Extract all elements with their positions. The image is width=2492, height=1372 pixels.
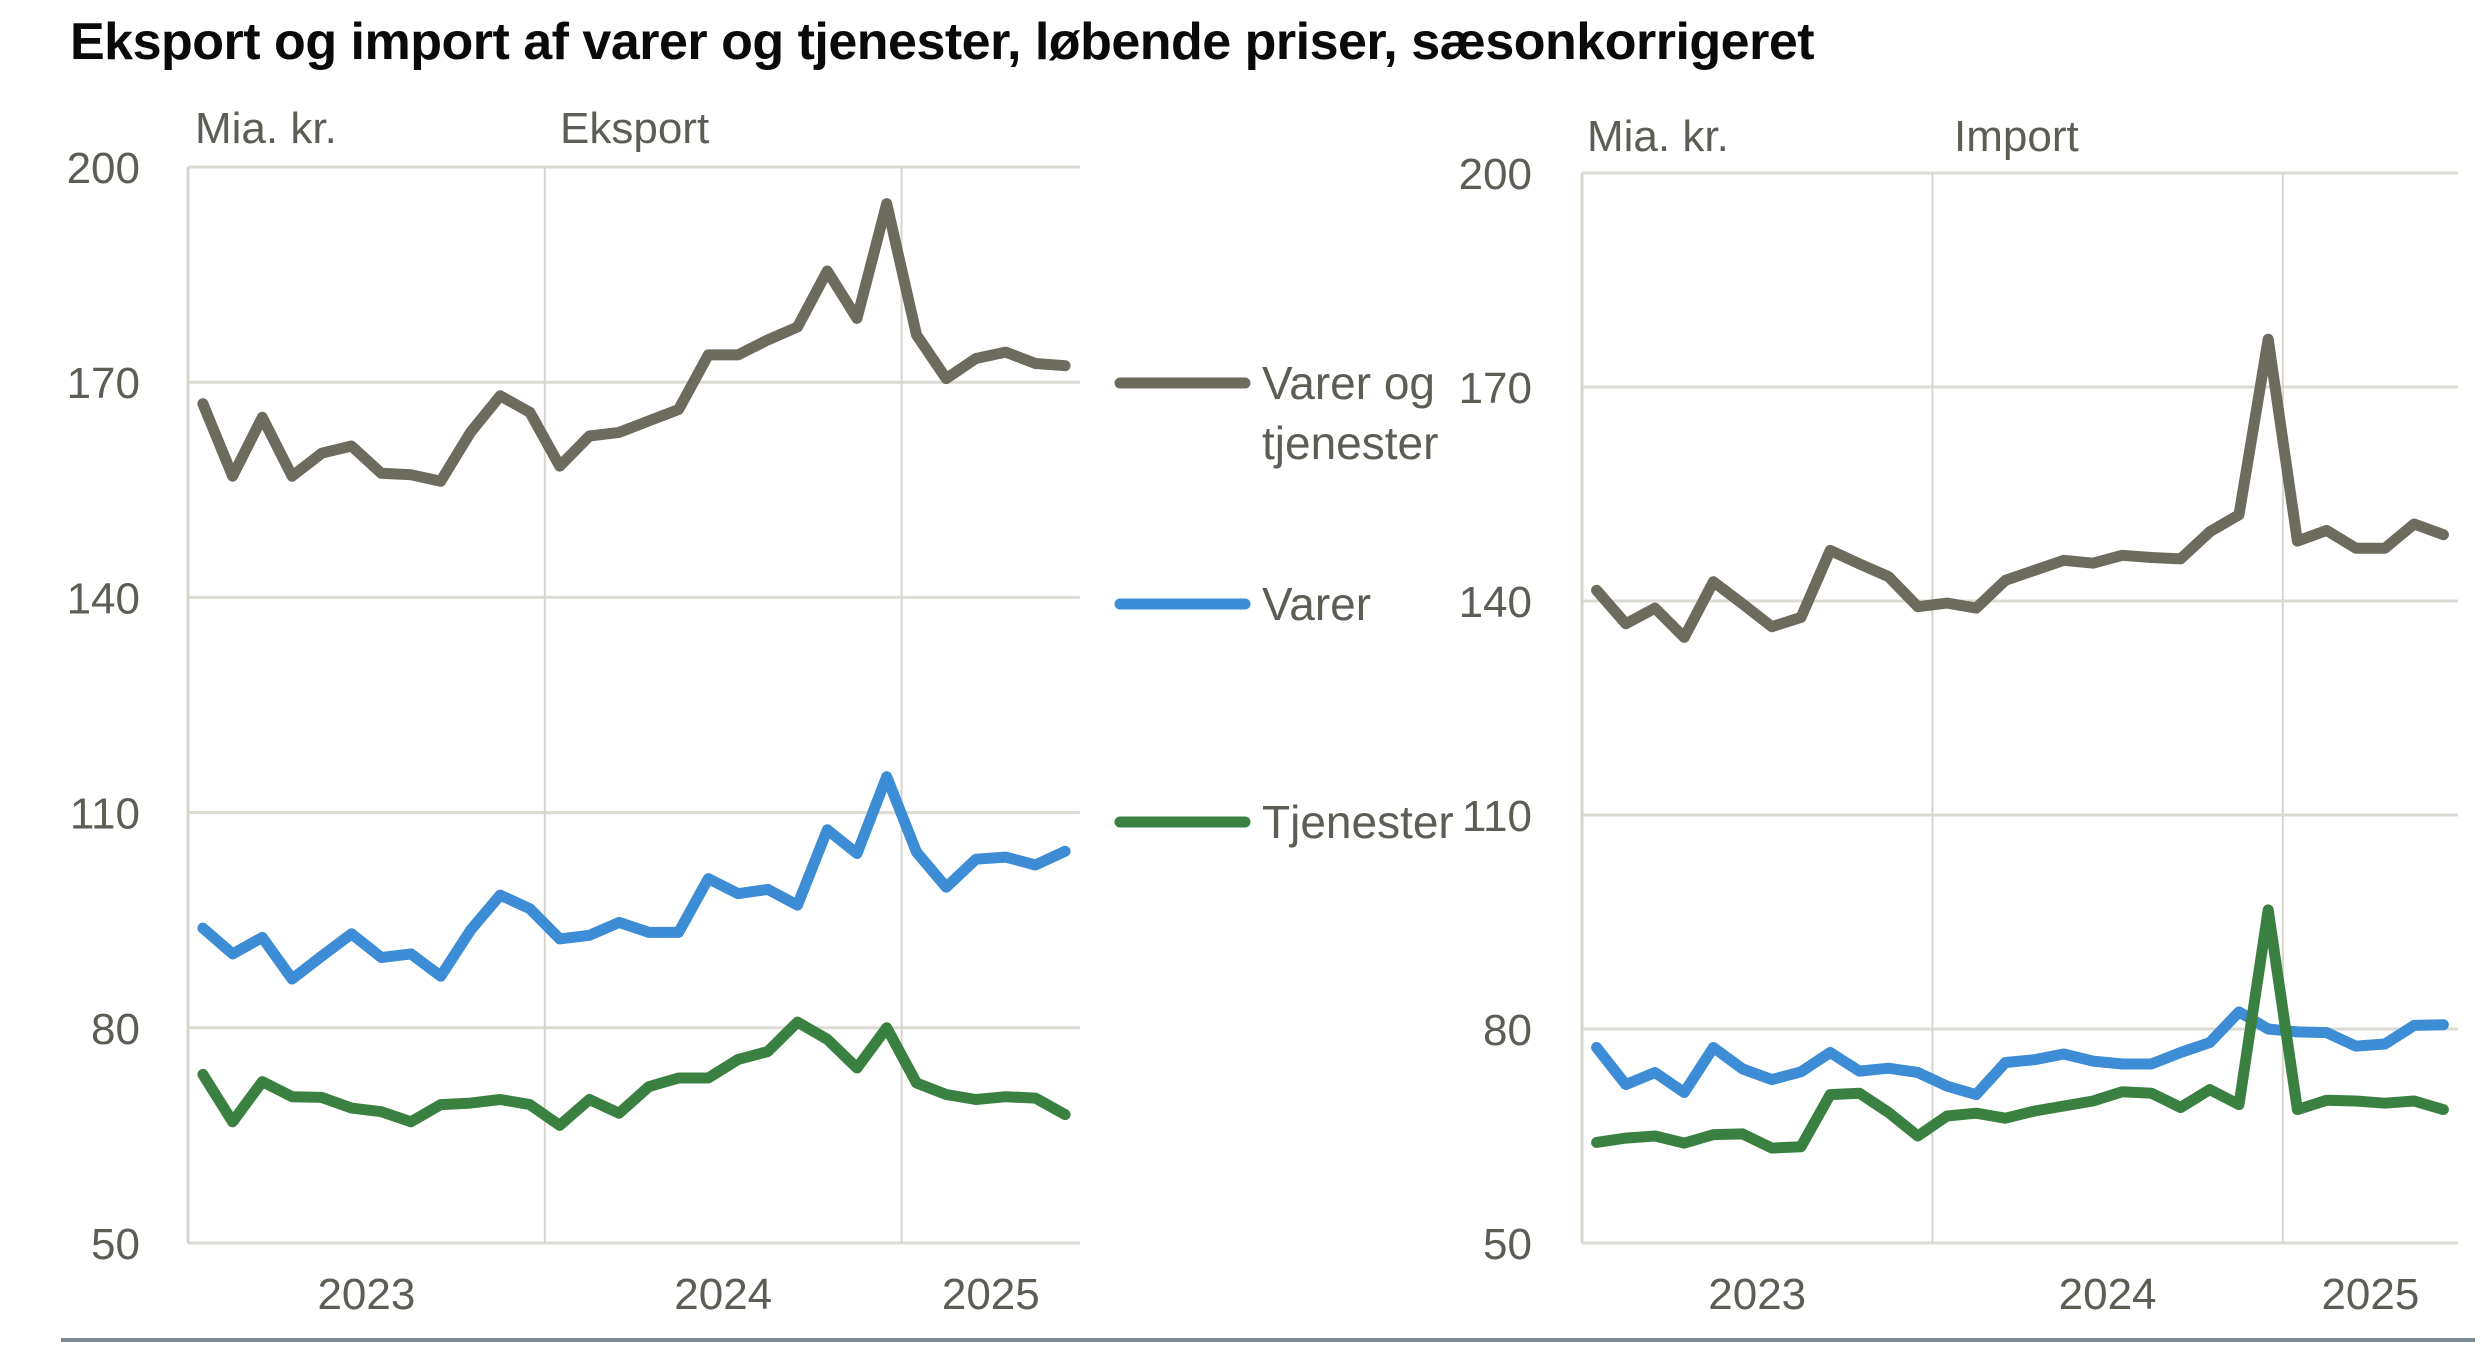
series-line-varer-og-tjenester [1591,333,2449,643]
series-line-tjenester [197,1016,1071,1131]
x-tick-label: 2025 [942,1270,1040,1319]
y-tick-label: 170 [67,359,140,408]
legend-label: tjenester [1262,417,1438,469]
legend-label: Varer og [1262,357,1435,409]
y-tick-label: 50 [1483,1220,1532,1269]
y-tick-label: 140 [1459,578,1532,627]
y-tick-label: 110 [70,790,140,839]
series-line-varer [1591,1006,2449,1101]
series-line-varer [197,771,1071,985]
y-tick-label: 50 [91,1220,140,1269]
y-tick-label: 170 [1459,364,1532,413]
series-line-tjenester [1591,904,2449,1154]
chart-title: Eksport og import af varer og tjenester,… [70,13,1815,71]
legend-label: Varer [1262,578,1371,630]
legend-label: Tjenester [1262,796,1454,848]
panel-title: Eksport [560,104,709,153]
export-panel: 50 80 110 140 170 200 2023 2024 2025 Mia. kr. Eksp… [67,104,1080,1319]
y-unit-label: Mia. kr. [195,104,337,153]
x-tick-label: 2024 [2059,1270,2157,1319]
bottom-divider [61,1338,2475,1342]
series-line-varer-og-tjenester [197,198,1071,487]
y-tick-label: 80 [91,1005,140,1054]
import-panel: 50 80 110 140 170 200 2023 2024 2025 Mia. kr. Impo… [1459,112,2458,1319]
x-tick-label: 2023 [1708,1270,1806,1319]
y-unit-label: Mia. kr. [1587,112,1729,161]
y-tick-label: 200 [67,144,140,193]
y-tick-label: 140 [67,574,140,623]
x-tick-label: 2023 [317,1270,415,1319]
x-tick-label: 2024 [674,1270,772,1319]
y-tick-label: 80 [1483,1006,1532,1055]
x-tick-label: 2025 [2321,1270,2419,1319]
y-tick-label: 200 [1459,150,1532,199]
legend: Varer og tjenester Varer Tjenester [1114,357,1454,848]
panel-title: Import [1954,112,2079,161]
y-tick-label: 110 [1462,792,1532,841]
